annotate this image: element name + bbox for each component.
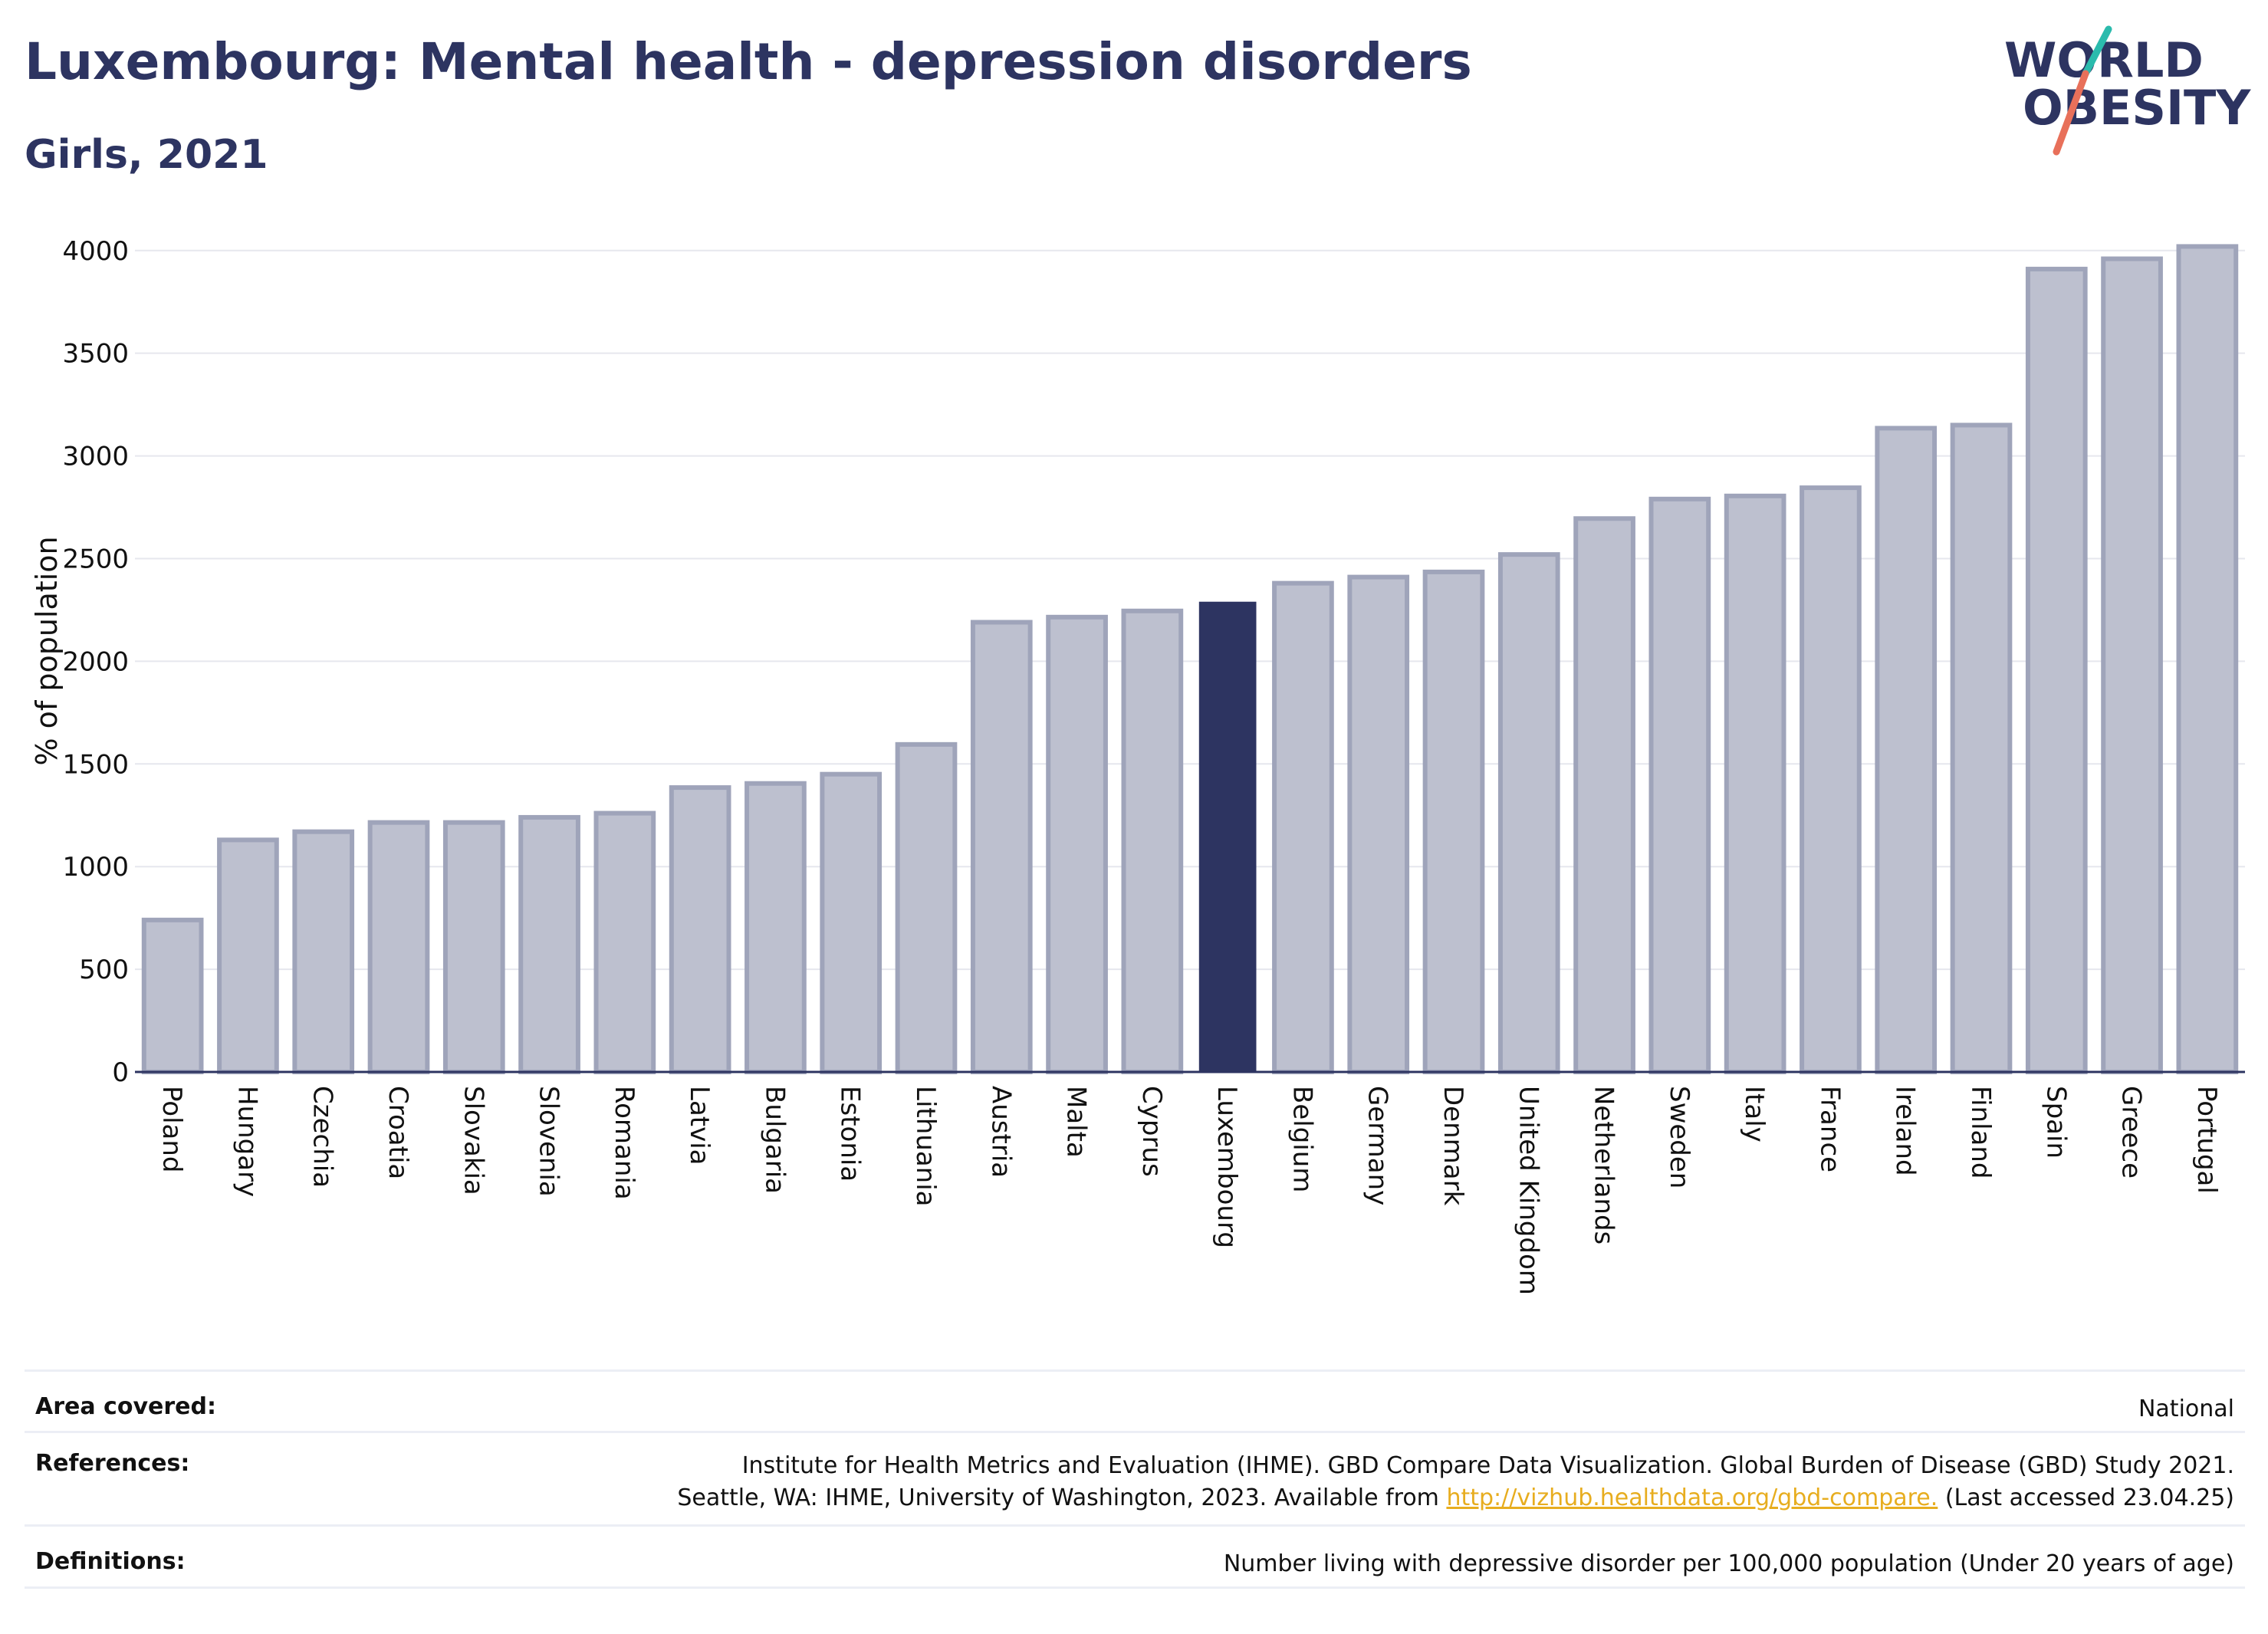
y-tick-label: 3500 bbox=[62, 339, 129, 370]
bar-czechia bbox=[292, 829, 355, 1075]
x-tick-label: Croatia bbox=[383, 1086, 413, 1179]
y-tick-label: 2000 bbox=[62, 646, 129, 677]
x-tick-label: United Kingdom bbox=[1513, 1086, 1543, 1295]
x-tick-label: Netherlands bbox=[1589, 1086, 1619, 1244]
x-tick-label: Greece bbox=[2116, 1086, 2147, 1179]
y-tick-label: 3000 bbox=[62, 442, 129, 472]
definitions-label: Definitions: bbox=[35, 1548, 186, 1575]
bar-romania bbox=[593, 810, 656, 1074]
x-tick-label: Portugal bbox=[2191, 1086, 2222, 1194]
logo-slash-bottom-icon bbox=[2053, 70, 2089, 156]
x-tick-label: Czechia bbox=[307, 1086, 338, 1188]
bar-united-kingdom bbox=[1497, 552, 1560, 1074]
area-covered-label: Area covered: bbox=[35, 1393, 216, 1420]
x-tick-label: Bulgaria bbox=[759, 1086, 790, 1194]
references-label: References: bbox=[35, 1450, 190, 1477]
bar-ireland bbox=[1875, 426, 1938, 1074]
x-tick-label: Finland bbox=[1965, 1086, 1996, 1179]
references-line2-pre: Seattle, WA: IHME, University of Washing… bbox=[677, 1484, 1447, 1511]
page-subtitle: Girls, 2021 bbox=[25, 132, 268, 178]
y-tick-label: 4000 bbox=[62, 236, 129, 267]
page-title: Luxembourg: Mental health - depression d… bbox=[25, 32, 1472, 91]
y-tick-label: 0 bbox=[112, 1057, 129, 1088]
x-tick-label: Denmark bbox=[1438, 1086, 1468, 1206]
bar-italy bbox=[1724, 493, 1786, 1074]
bar-croatia bbox=[367, 820, 430, 1074]
y-tick-label: 500 bbox=[79, 955, 129, 985]
bar-slovenia bbox=[518, 814, 580, 1075]
x-tick-label: Spain bbox=[2040, 1086, 2071, 1159]
y-tick-label: 1000 bbox=[62, 852, 129, 883]
x-tick-label: Cyprus bbox=[1136, 1086, 1167, 1177]
references-line1: Institute for Health Metrics and Evaluat… bbox=[741, 1452, 2234, 1479]
references-line2-post: (Last accessed 23.04.25) bbox=[1938, 1484, 2234, 1511]
x-tick-label: Romania bbox=[609, 1086, 639, 1200]
references-value: Institute for Health Metrics and Evaluat… bbox=[677, 1450, 2234, 1514]
y-tick-label: 2500 bbox=[62, 544, 129, 574]
bar-sweden bbox=[1648, 496, 1711, 1074]
bar-estonia bbox=[820, 771, 883, 1074]
bar-finland bbox=[1950, 422, 2013, 1074]
bar-hungary bbox=[217, 837, 279, 1074]
x-tick-label: Malta bbox=[1061, 1086, 1092, 1158]
x-tick-label: France bbox=[1814, 1086, 1845, 1172]
footer-row-definitions: Definitions: Number living with depressi… bbox=[25, 1524, 2245, 1589]
bar-luxembourg bbox=[1198, 601, 1257, 1072]
logo-slash-top-icon bbox=[2082, 25, 2112, 77]
y-tick-label: 1500 bbox=[62, 749, 129, 780]
bar-spain bbox=[2025, 266, 2088, 1074]
x-tick-label: Italy bbox=[1739, 1086, 1770, 1142]
bar-austria bbox=[970, 620, 1033, 1074]
bar-germany bbox=[1347, 574, 1410, 1074]
bar-greece bbox=[2101, 256, 2163, 1074]
references-link[interactable]: http://vizhub.healthdata.org/gbd-compare… bbox=[1446, 1484, 1938, 1511]
bar-lithuania bbox=[895, 741, 958, 1074]
bar-poland bbox=[141, 917, 204, 1074]
x-tick-label: Belgium bbox=[1287, 1086, 1317, 1192]
bar-malta bbox=[1046, 614, 1108, 1074]
x-tick-label: Lithuania bbox=[910, 1086, 941, 1206]
bar-slovakia bbox=[442, 820, 505, 1074]
x-tick-label: Ireland bbox=[1890, 1086, 1921, 1176]
bar-belgium bbox=[1272, 580, 1334, 1074]
footer-row-area: Area covered: National bbox=[25, 1369, 2245, 1431]
bar-netherlands bbox=[1573, 516, 1635, 1074]
x-tick-label: Slovakia bbox=[458, 1086, 488, 1195]
bar-france bbox=[1800, 485, 1862, 1074]
definitions-value: Number living with depressive disorder p… bbox=[1223, 1550, 2234, 1577]
footer-table: Area covered: National References: Insti… bbox=[25, 1369, 2245, 1589]
bar-cyprus bbox=[1121, 608, 1184, 1074]
x-tick-label: Austria bbox=[985, 1086, 1016, 1178]
logo-line2: OBESITY bbox=[2023, 80, 2251, 136]
bar-portugal bbox=[2176, 244, 2239, 1074]
x-tick-label: Luxembourg bbox=[1211, 1086, 1242, 1248]
x-tick-label: Slovenia bbox=[534, 1086, 564, 1197]
x-tick-label: Poland bbox=[156, 1086, 187, 1173]
x-tick-label: Estonia bbox=[835, 1086, 866, 1182]
footer-row-references: References: Institute for Health Metrics… bbox=[25, 1431, 2245, 1524]
world-obesity-logo: WORLD OBESITY bbox=[1994, 23, 2254, 161]
x-tick-label: Latvia bbox=[684, 1086, 715, 1165]
y-axis-title: % of population bbox=[30, 536, 64, 765]
bar-latvia bbox=[669, 785, 731, 1074]
area-covered-value: National bbox=[2138, 1396, 2234, 1422]
x-tick-label: Germany bbox=[1362, 1086, 1393, 1205]
bar-denmark bbox=[1422, 569, 1485, 1074]
bar-bulgaria bbox=[744, 781, 807, 1074]
x-tick-label: Hungary bbox=[232, 1086, 262, 1197]
x-tick-label: Sweden bbox=[1664, 1086, 1694, 1189]
bar-chart: 0 500 1000 1500 2000 2500 3000 3500 4000 % of pop… bbox=[30, 236, 2245, 1295]
